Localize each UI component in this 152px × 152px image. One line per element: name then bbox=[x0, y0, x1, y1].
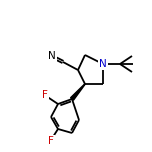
Polygon shape bbox=[71, 84, 85, 100]
Text: F: F bbox=[42, 90, 48, 100]
Text: N: N bbox=[99, 59, 107, 69]
Text: F: F bbox=[48, 136, 54, 146]
Text: N: N bbox=[48, 51, 56, 61]
